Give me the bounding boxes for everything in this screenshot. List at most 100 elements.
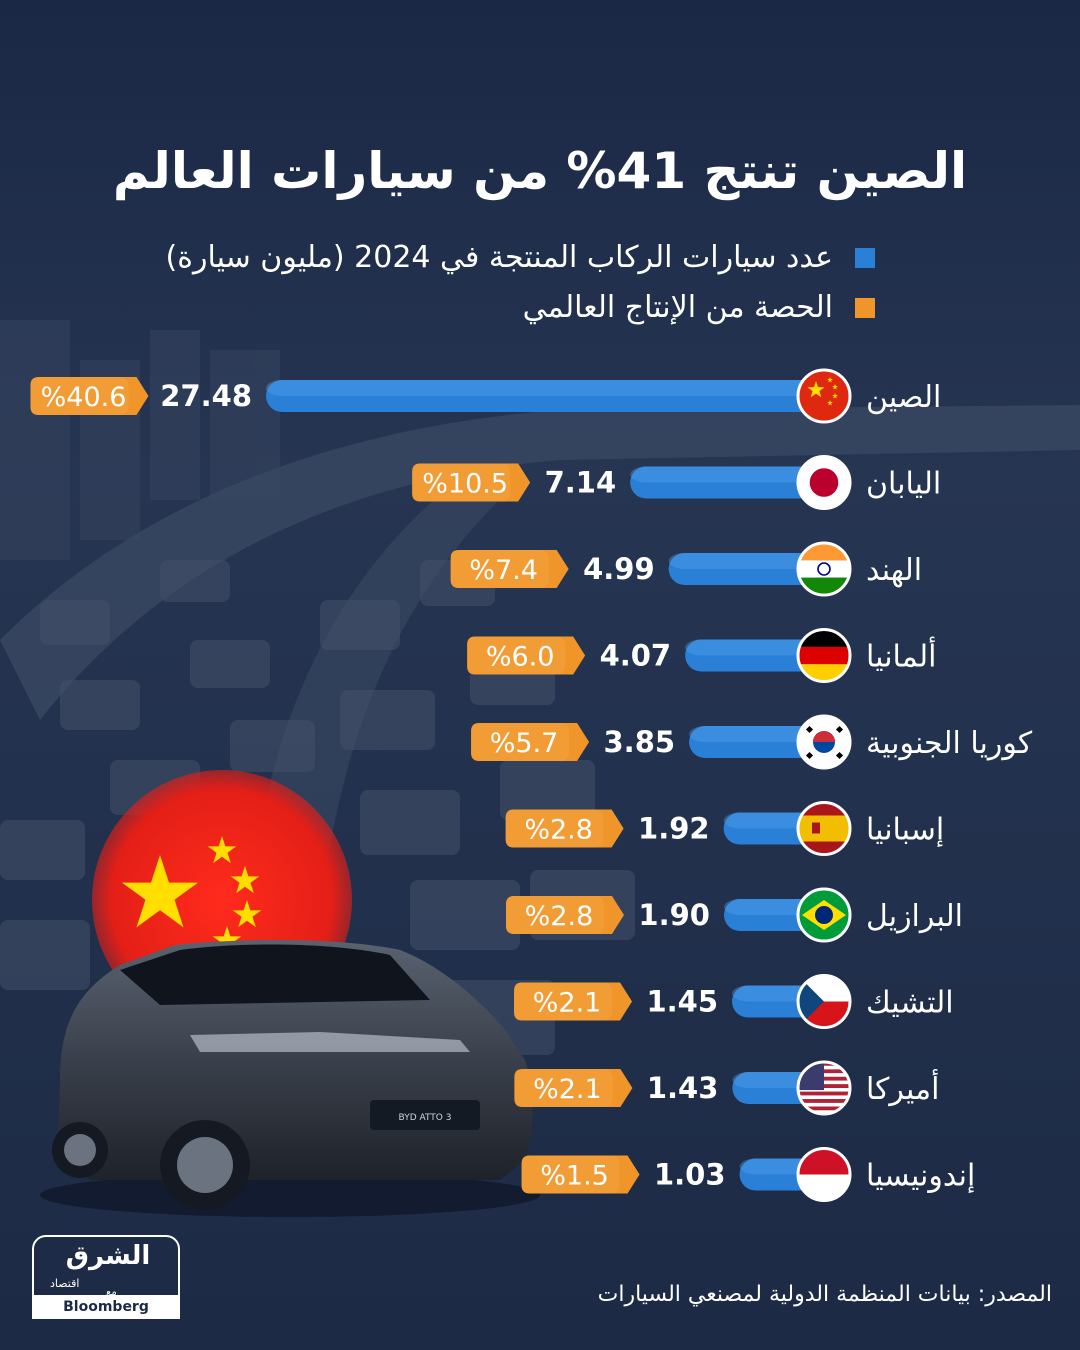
legend-label-production: عدد سيارات الركاب المنتجة في 2024 (مليون…: [165, 240, 833, 275]
chart-row: اليابان 7.14 %10.5: [412, 455, 941, 510]
chart-row: الهند 4.99 %7.4: [450, 541, 922, 597]
bar-highlight: [732, 1072, 818, 1088]
legend-swatch-blue: [855, 247, 875, 268]
share-tag-shade: [505, 896, 604, 934]
value-label: 1.43: [647, 1071, 719, 1105]
country-label: إندونيسيا: [866, 1159, 975, 1194]
share-tag: [30, 377, 149, 415]
bar-highlight: [685, 639, 818, 656]
share-tag: [514, 1069, 633, 1107]
value-label: 1.90: [638, 898, 710, 932]
share-label: %6.0: [486, 642, 555, 673]
chart-row: التشيك 1.45 %2.1: [514, 974, 954, 1029]
asharq-bloomberg-logo: الشرق اقتصاد مع Bloomberg: [32, 1235, 180, 1319]
logo-sub-text: اقتصاد: [50, 1277, 80, 1290]
share-label: %2.1: [533, 1074, 602, 1105]
brazil-flag-icon: [796, 887, 852, 943]
bar-highlight: [732, 985, 818, 1002]
bar: [630, 466, 818, 499]
value-label: 1.45: [646, 985, 718, 1019]
legend-item-share: الحصة من الإنتاج العالمي: [523, 290, 875, 325]
value-label: 1.03: [654, 1158, 726, 1192]
share-tag-shade: [412, 463, 511, 502]
china-flag-icon: [796, 368, 852, 424]
bar: [732, 985, 818, 1018]
share-label: %10.5: [422, 469, 508, 500]
bar: [723, 812, 818, 845]
japan-flag-icon: [796, 455, 852, 510]
share-tag: [521, 1155, 640, 1194]
share-tag-shade: [521, 1155, 620, 1194]
share-label: %40.6: [41, 382, 127, 413]
bar-highlight: [723, 899, 818, 915]
logo-bloomberg-text: Bloomberg: [32, 1295, 180, 1319]
country-label: الهند: [866, 553, 922, 588]
share-tag: [471, 723, 590, 761]
czech-flag-icon: [796, 974, 852, 1029]
country-label: ألمانيا: [866, 636, 937, 675]
bar: [668, 553, 818, 585]
value-label: 4.07: [600, 639, 672, 673]
bar-highlight: [266, 380, 818, 396]
country-label: كوريا الجنوبية: [866, 726, 1033, 761]
legend-item-production: عدد سيارات الركاب المنتجة في 2024 (مليون…: [166, 240, 875, 275]
source-note: المصدر: بيانات المنظمة الدولية لمصنعي ال…: [597, 1282, 1052, 1307]
country-label: البرازيل: [866, 899, 963, 934]
share-tag-shade: [514, 1069, 613, 1107]
chart-row: ألمانيا 4.07 %6.0: [467, 628, 937, 683]
country-label: التشيك: [866, 986, 954, 1021]
country-label: الصين: [866, 380, 941, 415]
share-tag-shade: [514, 982, 613, 1021]
share-label: %1.5: [540, 1161, 609, 1192]
bar: [732, 1072, 818, 1104]
value-label: 1.92: [638, 812, 710, 846]
bar: [266, 380, 818, 412]
value-label: 3.85: [604, 725, 676, 759]
share-tag: [505, 896, 624, 934]
share-tag: [514, 982, 633, 1021]
spain-flag-icon: [796, 801, 852, 856]
legend-label-share: الحصة من الإنتاج العالمي: [522, 290, 833, 325]
chart-row: الصين 27.48 %40.6: [30, 368, 941, 424]
share-tag: [505, 809, 624, 848]
share-label: %7.4: [469, 555, 538, 586]
share-tag: [467, 636, 586, 675]
indonesia-flag-icon: [796, 1147, 852, 1202]
country-label: أميركا: [866, 1068, 939, 1107]
page-title: الصين تنتج 41% من سيارات العالم: [112, 142, 968, 200]
south-korea-flag-icon: [796, 714, 852, 770]
share-tag-shade: [467, 636, 566, 675]
value-label: 27.48: [160, 379, 252, 413]
share-tag-shade: [471, 723, 570, 761]
chart-row: كوريا الجنوبية 3.85 %5.7: [471, 714, 1033, 770]
germany-flag-icon: [796, 628, 852, 683]
chart-row: إندونيسيا 1.03 %1.5: [521, 1147, 975, 1202]
chart-row: إسبانيا 1.92 %2.8: [505, 801, 944, 856]
svg-text:BYD ATTO 3: BYD ATTO 3: [399, 1113, 452, 1123]
logo-main-text: الشرق: [65, 1241, 151, 1271]
value-label: 4.99: [583, 552, 655, 586]
car-illustration: BYD ATTO 3: [40, 940, 540, 1217]
chart-row: أميركا 1.43 %2.1: [514, 1060, 939, 1116]
bar: [689, 726, 818, 758]
legend-swatch-orange: [855, 297, 875, 318]
share-label: %2.8: [524, 815, 593, 846]
bar-highlight: [689, 726, 818, 742]
bar-highlight: [668, 553, 818, 569]
bar: [723, 899, 818, 931]
share-label: %5.7: [490, 728, 559, 759]
share-tag: [450, 550, 569, 588]
country-label: إسبانيا: [866, 813, 944, 848]
bar: [685, 639, 818, 672]
logo-with-text: مع: [106, 1287, 117, 1298]
usa-flag-icon: [796, 1060, 852, 1116]
share-tag-shade: [505, 809, 604, 848]
share-label: %2.1: [533, 988, 602, 1019]
india-flag-icon: [796, 541, 852, 597]
share-tag-shade: [30, 377, 129, 415]
share-tag: [412, 463, 531, 502]
country-label: اليابان: [866, 467, 941, 502]
share-label: %2.8: [525, 901, 594, 932]
